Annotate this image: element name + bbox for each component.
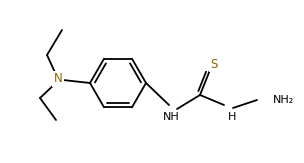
Text: NH₂: NH₂	[273, 95, 294, 105]
Text: N: N	[225, 112, 233, 122]
Text: H: H	[228, 112, 236, 122]
Text: NH: NH	[163, 112, 179, 122]
Text: N: N	[54, 73, 62, 86]
Text: S: S	[210, 58, 218, 71]
